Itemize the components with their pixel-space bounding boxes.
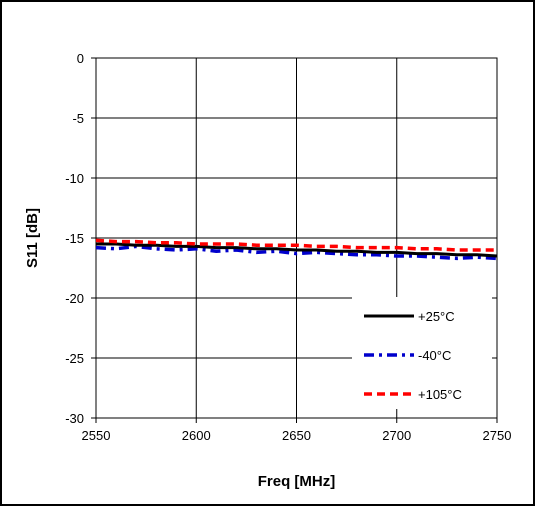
y-tick-label: -30	[65, 411, 84, 426]
x-tick-label: 2750	[483, 428, 512, 443]
y-axis-title: S11 [dB]	[24, 208, 41, 268]
x-tick-label: 2600	[182, 428, 211, 443]
legend-label: -40°C	[418, 348, 451, 363]
x-tick-label: 2550	[82, 428, 111, 443]
x-tick-label: 2700	[382, 428, 411, 443]
x-tick-label: 2650	[282, 428, 311, 443]
series-line-1	[95, 244, 498, 261]
y-tick-label: -10	[65, 171, 84, 186]
y-tick-label: -5	[72, 111, 84, 126]
series-line-2	[95, 238, 497, 252]
legend-label: +25°C	[418, 309, 455, 324]
y-tick-label: 0	[77, 51, 84, 66]
y-tick-label: -15	[65, 231, 84, 246]
x-axis-title: Freq [MHz]	[258, 473, 336, 490]
legend-label: +105°C	[418, 387, 462, 402]
y-tick-label: -20	[65, 291, 84, 306]
y-tick-label: -25	[65, 351, 84, 366]
series-line-0	[96, 242, 498, 258]
